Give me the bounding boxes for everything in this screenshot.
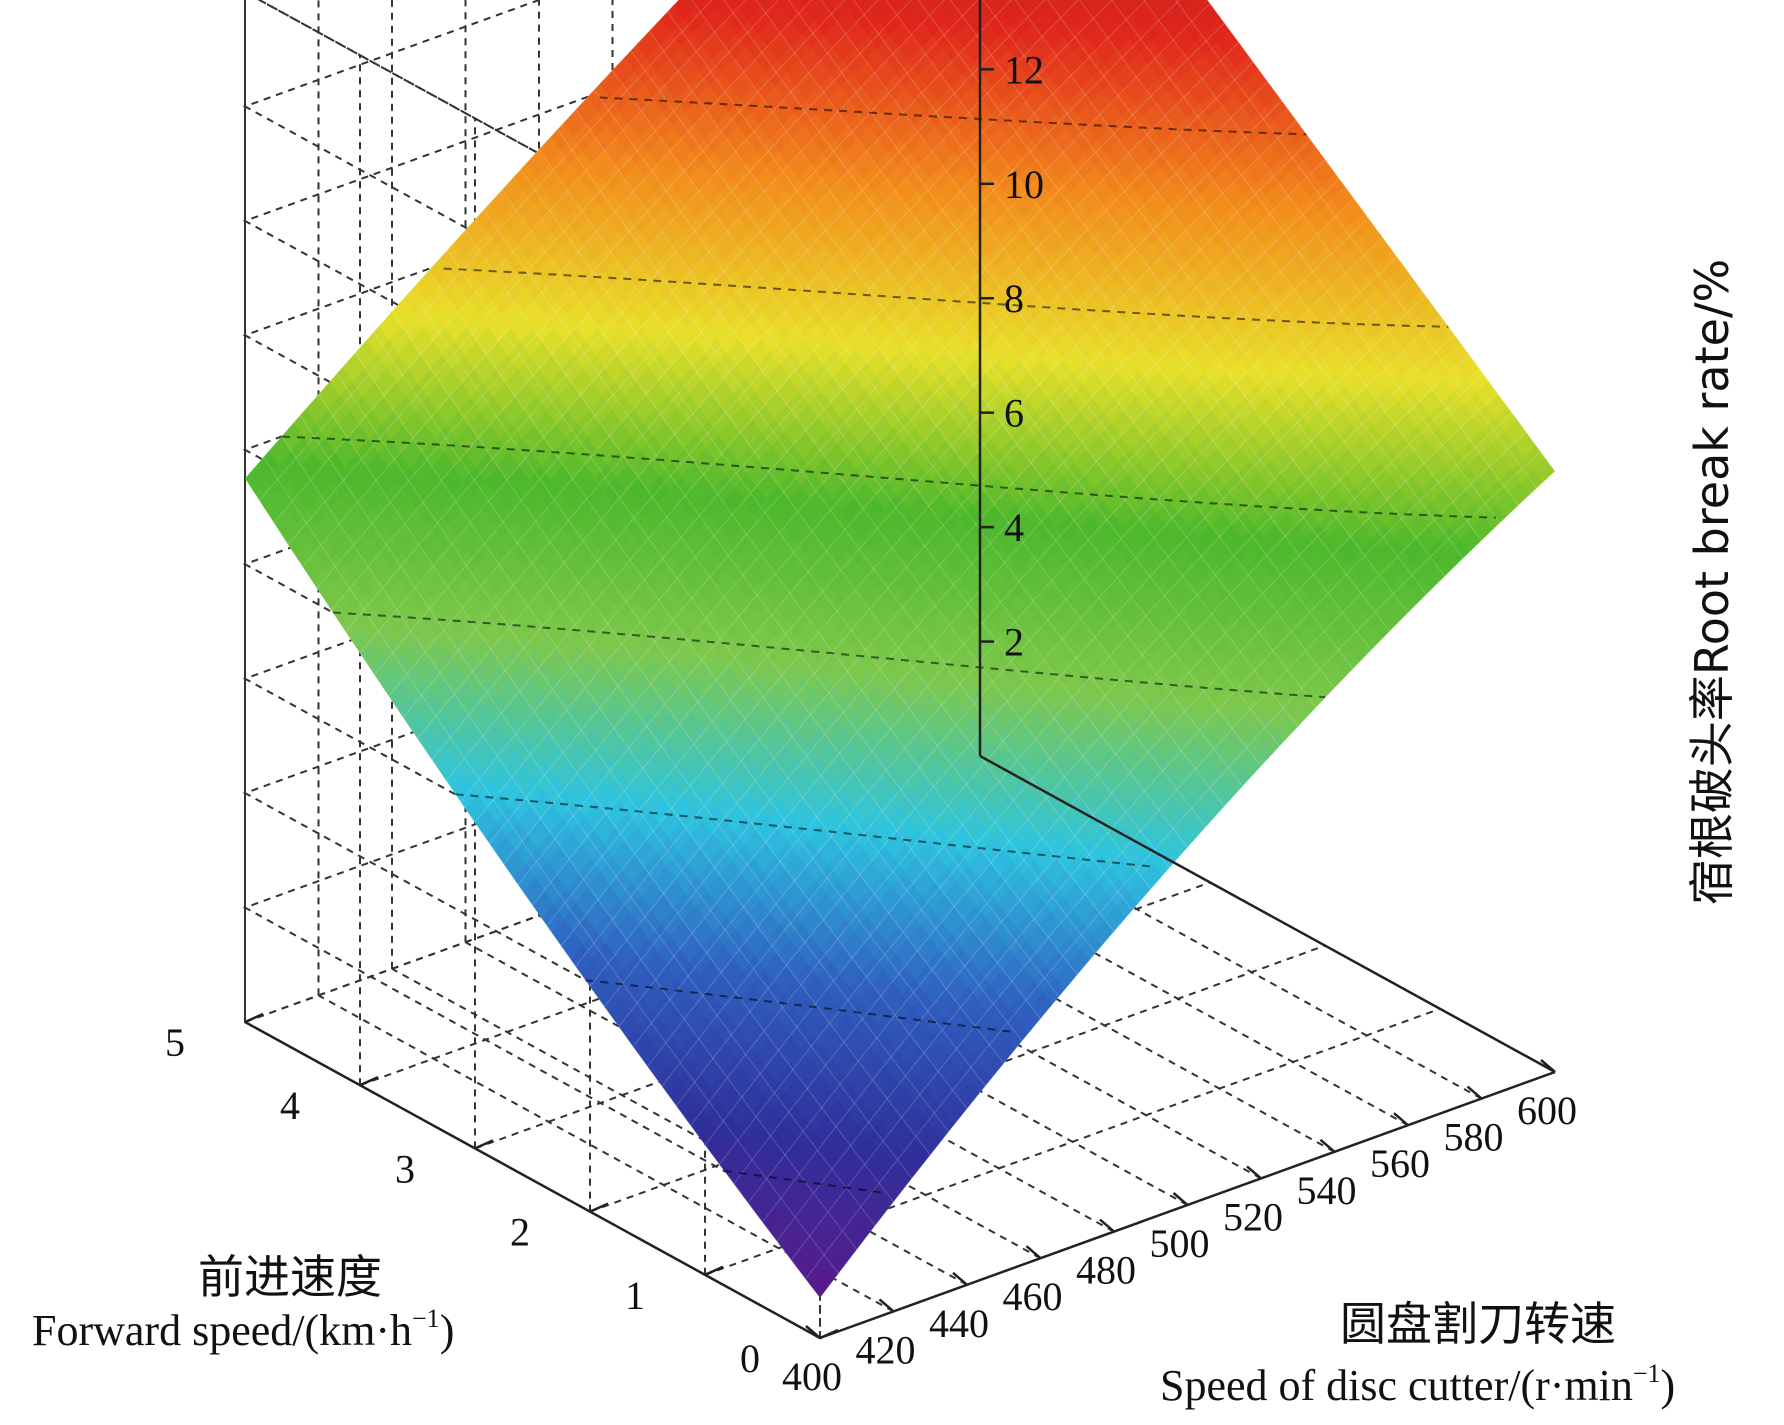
z-tick-label: 8 (1004, 276, 1024, 321)
x-tick-label: 520 (1223, 1194, 1283, 1239)
z-tick-label: 12 (1004, 47, 1044, 92)
y-axis-title-en: Forward speed/(km·h−1) (32, 1304, 454, 1355)
x-tick-label: 600 (1517, 1088, 1577, 1133)
y-axis-title-zh: 前进速度 (198, 1250, 382, 1304)
x-axis-ticks: 400 420 440 460 480 500 520 540 560 580 600 (782, 1088, 1577, 1399)
x-axis-title-zh: 圆盘割刀转速 (1340, 1297, 1616, 1351)
x-tick-label: 480 (1076, 1248, 1136, 1293)
surface-contours (281, 96, 1496, 1195)
x-tick-label: 440 (929, 1301, 989, 1346)
y-axis-ticks: 0 1 2 3 4 5 (165, 1020, 760, 1381)
y-tick-label: 0 (740, 1336, 760, 1381)
y-tick-label: 1 (625, 1273, 645, 1318)
z-tick-label: 2 (1004, 620, 1024, 665)
x-tick-label: 580 (1444, 1115, 1504, 1160)
x-axis-title-en: Speed of disc cutter/(r·min−1) (1160, 1359, 1675, 1410)
x-tick-label: 400 (782, 1354, 842, 1399)
x-tick-label: 460 (1003, 1274, 1063, 1319)
z-axis-title: 宿根破头率Root break rate/% (1685, 259, 1739, 905)
x-tick-label: 420 (856, 1327, 916, 1372)
surface-mesh (245, 0, 1555, 1298)
z-tick-label: 6 (1004, 391, 1024, 436)
y-tick-label: 5 (165, 1020, 185, 1065)
z-tick-label: 10 (1004, 162, 1044, 207)
y-tick-label: 3 (395, 1146, 415, 1191)
z-tick-label: 4 (1004, 505, 1024, 550)
response-surface (245, 0, 1555, 1298)
x-tick-label: 560 (1370, 1141, 1430, 1186)
x-tick-label: 540 (1297, 1168, 1357, 1213)
z-axis-ticks: 24681012141618 (1004, 47, 1044, 665)
x-tick-label: 500 (1150, 1221, 1210, 1266)
y-tick-label: 2 (510, 1210, 530, 1255)
axes-front (244, 0, 1556, 1340)
y-tick-label: 4 (280, 1083, 300, 1128)
